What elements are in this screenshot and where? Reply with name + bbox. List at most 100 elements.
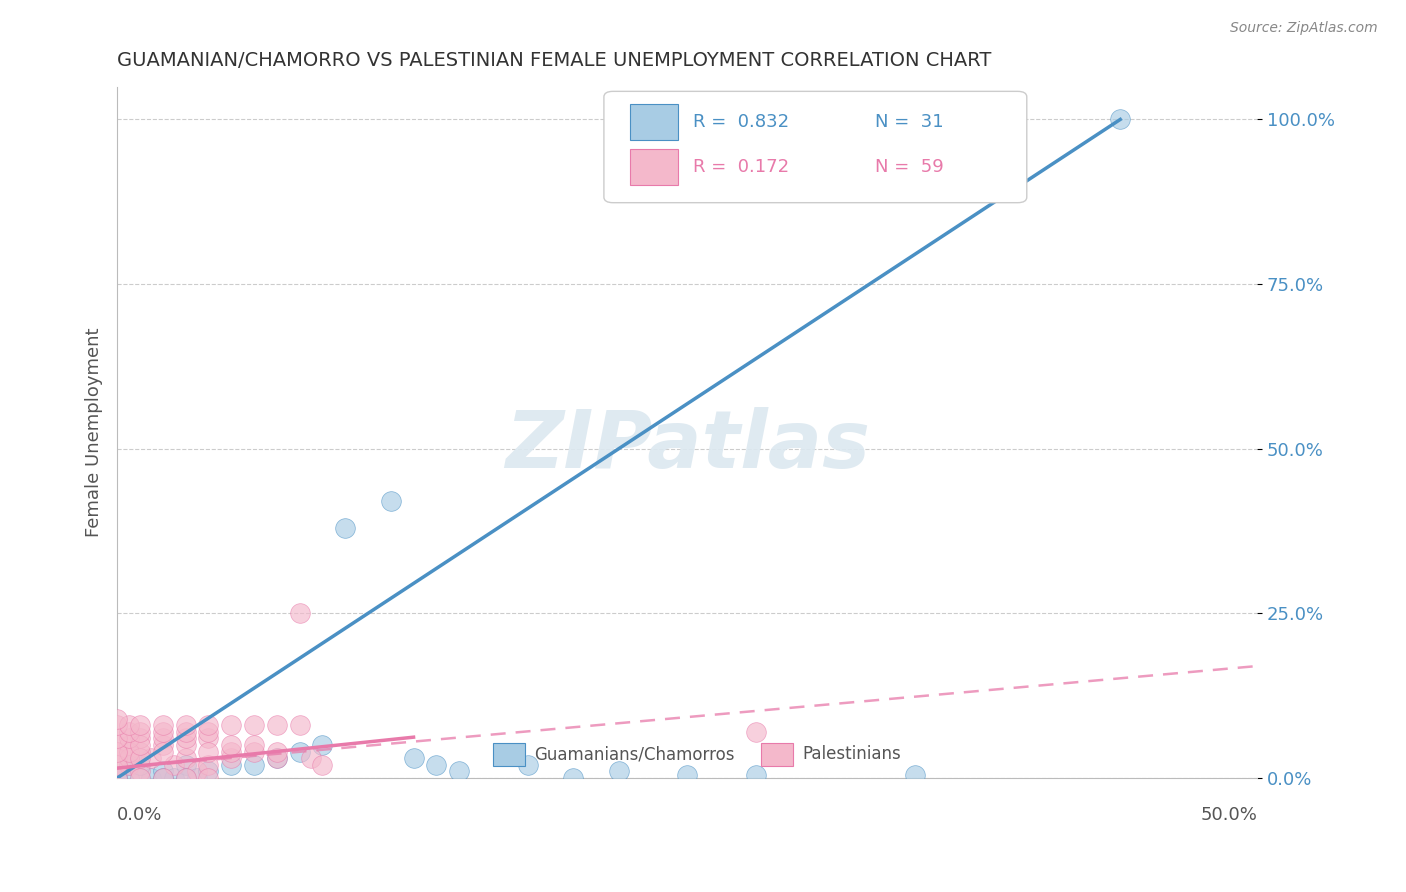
Point	[152, 718, 174, 732]
Point	[288, 718, 311, 732]
Text: N =  31: N = 31	[875, 112, 943, 131]
Point	[311, 757, 333, 772]
Point	[141, 771, 163, 785]
Point	[219, 745, 242, 759]
Point	[219, 738, 242, 752]
Text: ZIPatlas: ZIPatlas	[505, 407, 870, 485]
Point	[744, 768, 766, 782]
Point	[288, 745, 311, 759]
Point	[174, 771, 197, 785]
Point	[904, 768, 927, 782]
Point	[402, 751, 425, 765]
Point	[105, 751, 128, 765]
Point	[129, 718, 152, 732]
FancyBboxPatch shape	[605, 91, 1026, 202]
Point	[676, 768, 699, 782]
Point	[562, 771, 585, 785]
Point	[516, 757, 538, 772]
Point	[129, 751, 152, 765]
Point	[186, 764, 208, 779]
FancyBboxPatch shape	[630, 103, 678, 140]
Point	[105, 712, 128, 726]
Point	[105, 718, 128, 732]
Point	[243, 738, 266, 752]
Point	[299, 751, 322, 765]
Point	[174, 757, 197, 772]
Point	[243, 757, 266, 772]
Point	[197, 718, 219, 732]
Point	[129, 757, 152, 772]
Point	[129, 745, 152, 759]
FancyBboxPatch shape	[630, 150, 678, 186]
Point	[266, 718, 288, 732]
Point	[129, 725, 152, 739]
Point	[117, 771, 139, 785]
Point	[380, 494, 402, 508]
Point	[152, 725, 174, 739]
Point	[152, 764, 174, 779]
Point	[266, 751, 288, 765]
FancyBboxPatch shape	[761, 743, 793, 765]
Point	[152, 738, 174, 752]
Point	[174, 725, 197, 739]
Point	[219, 718, 242, 732]
Point	[105, 731, 128, 746]
Point	[105, 745, 128, 759]
Point	[174, 771, 197, 785]
Text: 50.0%: 50.0%	[1201, 805, 1257, 823]
Point	[117, 718, 139, 732]
Point	[129, 771, 152, 785]
Point	[219, 757, 242, 772]
Point	[117, 751, 139, 765]
Point	[152, 745, 174, 759]
FancyBboxPatch shape	[494, 743, 526, 765]
Point	[197, 725, 219, 739]
Point	[117, 725, 139, 739]
Point	[105, 771, 128, 785]
Text: Guamanians/Chamorros: Guamanians/Chamorros	[534, 746, 735, 764]
Text: R =  0.172: R = 0.172	[693, 159, 789, 177]
Point	[1109, 112, 1132, 127]
Point	[311, 738, 333, 752]
Point	[197, 764, 219, 779]
Point	[744, 725, 766, 739]
Point	[288, 607, 311, 621]
Point	[243, 718, 266, 732]
Text: GUAMANIAN/CHAMORRO VS PALESTINIAN FEMALE UNEMPLOYMENT CORRELATION CHART: GUAMANIAN/CHAMORRO VS PALESTINIAN FEMALE…	[117, 51, 991, 70]
Text: Source: ZipAtlas.com: Source: ZipAtlas.com	[1230, 21, 1378, 35]
Point	[105, 738, 128, 752]
Point	[186, 771, 208, 785]
Point	[197, 731, 219, 746]
Point	[333, 521, 356, 535]
Point	[197, 771, 219, 785]
Y-axis label: Female Unemployment: Female Unemployment	[86, 327, 103, 537]
Point	[105, 771, 128, 785]
Point	[105, 757, 128, 772]
Point	[117, 731, 139, 746]
Point	[141, 751, 163, 765]
Text: Palestinians: Palestinians	[803, 746, 901, 764]
Point	[174, 731, 197, 746]
Point	[174, 751, 197, 765]
Point	[163, 771, 186, 785]
Point	[152, 771, 174, 785]
Point	[607, 764, 630, 779]
Text: R =  0.832: R = 0.832	[693, 112, 789, 131]
Point	[163, 757, 186, 772]
Point	[174, 738, 197, 752]
Point	[117, 757, 139, 772]
Point	[129, 771, 152, 785]
Point	[425, 757, 447, 772]
Point	[152, 771, 174, 785]
Point	[266, 745, 288, 759]
Point	[152, 731, 174, 746]
Point	[197, 757, 219, 772]
Point	[129, 731, 152, 746]
Point	[197, 745, 219, 759]
Point	[129, 738, 152, 752]
Point	[117, 738, 139, 752]
Point	[174, 718, 197, 732]
Point	[105, 771, 128, 785]
Point	[243, 745, 266, 759]
Point	[117, 745, 139, 759]
